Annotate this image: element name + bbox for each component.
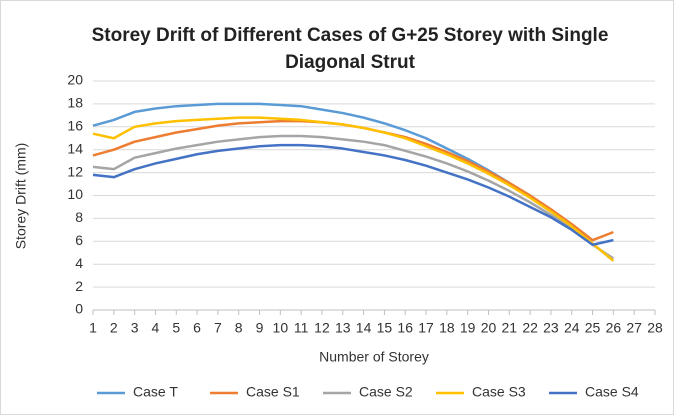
y-tick-label: 16 (67, 118, 83, 134)
x-tick-label: 4 (152, 320, 160, 336)
x-tick-label: 17 (418, 320, 434, 336)
x-tick-label: 21 (502, 320, 518, 336)
x-tick-label: 7 (214, 320, 222, 336)
y-tick-label: 8 (75, 209, 83, 225)
x-tick-label: 10 (273, 320, 289, 336)
x-tick-label: 5 (172, 320, 180, 336)
y-tick-label: 20 (67, 72, 83, 88)
legend-label: Case T (133, 384, 178, 400)
x-tick-label: 9 (256, 320, 264, 336)
legend-label: Case S4 (585, 384, 639, 400)
x-tick-label: 16 (397, 320, 413, 336)
x-tick-label: 3 (131, 320, 139, 336)
chart-title: Storey Drift of Different Cases of G+25 … (91, 25, 609, 73)
x-tick-label: 22 (522, 320, 538, 336)
x-tick-label: 25 (585, 320, 601, 336)
x-tick-label: 19 (460, 320, 476, 336)
series-line (92, 119, 614, 242)
x-tick-label: 2 (110, 320, 118, 336)
x-tick-label: 6 (193, 320, 201, 336)
legend-label: Case S1 (246, 384, 300, 400)
x-tick-label: 15 (377, 320, 393, 336)
x-tick-label: 11 (294, 320, 309, 336)
x-tick-label: 23 (543, 320, 559, 336)
x-tick-label: 20 (481, 320, 497, 336)
y-axis-label: Storey Drift (mm) (13, 143, 29, 250)
x-tick-label: 24 (564, 320, 580, 336)
x-tick-label: 12 (314, 320, 330, 336)
y-tick-label: 4 (75, 255, 83, 271)
x-tick-label: 28 (647, 320, 663, 336)
y-tick-label: 18 (67, 95, 83, 111)
series-line (92, 116, 615, 262)
x-tick-label: 18 (439, 320, 455, 336)
series-line (92, 143, 614, 246)
x-tick-label: 14 (356, 320, 372, 336)
y-tick-label: 12 (67, 163, 83, 179)
series-line (92, 134, 615, 260)
x-tick-label: 13 (335, 320, 351, 336)
x-tick-label: 27 (626, 320, 642, 336)
x-tick-label: 8 (235, 320, 243, 336)
legend-label: Case S2 (359, 384, 413, 400)
y-tick-label: 6 (75, 232, 83, 248)
legend-label: Case S3 (472, 384, 526, 400)
x-tick-label: 26 (606, 320, 622, 336)
y-tick-label: 0 (75, 301, 83, 317)
y-tick-label: 14 (67, 140, 83, 156)
x-tick-label: 1 (89, 320, 97, 336)
y-tick-label: 2 (75, 278, 83, 294)
x-axis-label: Number of Storey (319, 349, 429, 365)
y-tick-label: 10 (67, 186, 83, 202)
